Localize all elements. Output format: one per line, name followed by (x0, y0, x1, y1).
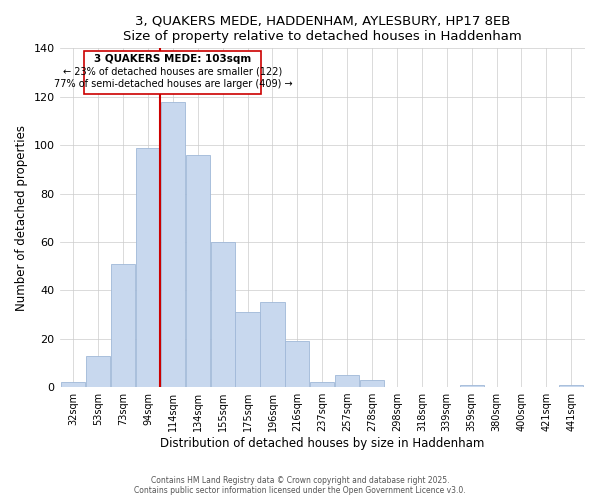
Bar (111, 264, 135, 387)
Text: ← 23% of detached houses are smaller (122): ← 23% of detached houses are smaller (12… (63, 66, 283, 76)
Bar (136, 148, 160, 387)
X-axis label: Distribution of detached houses by size in Haddenham: Distribution of detached houses by size … (160, 437, 484, 450)
Y-axis label: Number of detached properties: Number of detached properties (15, 124, 28, 310)
Text: Contains HM Land Registry data © Crown copyright and database right 2025.
Contai: Contains HM Land Registry data © Crown c… (134, 476, 466, 495)
Bar (260, 302, 284, 387)
Bar (86, 356, 110, 387)
Text: 77% of semi-detached houses are larger (409) →: 77% of semi-detached houses are larger (… (53, 78, 292, 88)
Bar (211, 242, 235, 387)
Bar (559, 384, 583, 387)
Bar (61, 382, 85, 387)
Bar (335, 375, 359, 387)
Bar (235, 312, 260, 387)
Title: 3, QUAKERS MEDE, HADDENHAM, AYLESBURY, HP17 8EB
Size of property relative to det: 3, QUAKERS MEDE, HADDENHAM, AYLESBURY, H… (123, 15, 521, 43)
Bar (285, 341, 310, 387)
Text: 3 QUAKERS MEDE: 103sqm: 3 QUAKERS MEDE: 103sqm (94, 54, 251, 64)
FancyBboxPatch shape (85, 51, 261, 94)
Bar (360, 380, 384, 387)
Bar (310, 382, 334, 387)
Bar (460, 384, 484, 387)
Bar (185, 155, 210, 387)
Bar (161, 102, 185, 387)
